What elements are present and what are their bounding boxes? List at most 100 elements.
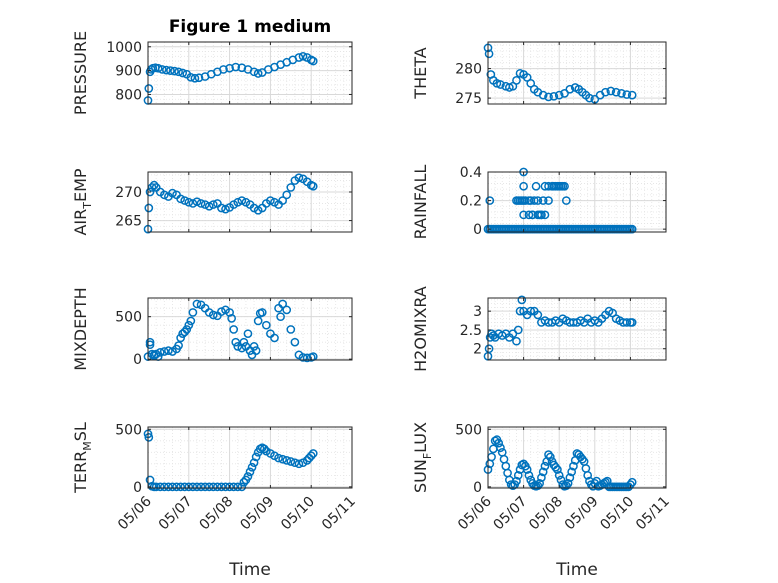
axes-box: [487, 426, 667, 489]
data-point: [554, 470, 564, 480]
data-point: [556, 475, 566, 485]
data-point: [298, 353, 308, 362]
data-point: [554, 90, 564, 100]
data-point: [266, 196, 275, 205]
y-axis-label: TERRMSL: [71, 422, 94, 494]
chart-title: Figure 1 medium: [169, 17, 331, 37]
x-tick-label: 05/10: [278, 494, 318, 534]
data-point: [577, 454, 587, 464]
x-tick-label: 05/08: [526, 494, 566, 534]
data-point: [159, 347, 169, 356]
data-point: [611, 87, 621, 97]
data-point: [627, 318, 637, 327]
y-tick-label: 900: [115, 64, 142, 80]
subplot-rainfall: 0 0.2 0.4 RAINFALL: [411, 165, 667, 239]
data-point: [529, 196, 539, 205]
data-point: [249, 342, 259, 351]
y-tick-label: 500: [455, 422, 482, 438]
data-point: [208, 200, 218, 209]
data-point: [159, 482, 169, 492]
y-axis-label: H2OMIXRA: [411, 286, 430, 372]
data-point: [537, 473, 546, 482]
data-point: [151, 482, 161, 492]
data-point: [231, 62, 241, 72]
data-point: [522, 465, 532, 474]
data-point: [278, 454, 287, 464]
data-point: [282, 305, 292, 315]
tick-marks: [487, 171, 667, 232]
y-axis-label: THETA: [411, 47, 430, 99]
data-point: [512, 336, 521, 346]
y-tick-label: 0: [473, 222, 482, 238]
data-point: [225, 482, 234, 492]
data-point: [204, 482, 214, 492]
data-point: [561, 481, 571, 491]
data-point: [164, 346, 173, 356]
tick-marks: [147, 427, 353, 488]
data-point: [494, 438, 504, 448]
data-point: [515, 306, 525, 316]
data-point: [627, 90, 637, 100]
data-point: [282, 190, 292, 200]
data-point: [192, 197, 202, 207]
series-markers: [143, 429, 318, 492]
data-point: [569, 461, 578, 471]
data-point: [155, 482, 165, 492]
tick-marks: [487, 42, 667, 104]
data-point: [538, 90, 548, 100]
data-point: [225, 63, 234, 73]
plot-area: [488, 42, 666, 104]
series-markers: [483, 167, 637, 234]
data-point: [196, 199, 206, 208]
data-point: [627, 224, 637, 234]
y-axis-label: MIXDEPTH: [71, 287, 90, 370]
data-point: [243, 329, 253, 339]
series-markers: [483, 435, 637, 492]
data-point: [531, 181, 541, 191]
data-point: [239, 337, 249, 347]
x-tick-label: 05/09: [237, 494, 277, 534]
axes-box: [147, 297, 353, 361]
data-point: [184, 197, 194, 207]
data-point: [538, 467, 548, 477]
data-point: [308, 56, 318, 66]
data-point: [172, 482, 181, 492]
series-markers: [143, 51, 318, 105]
data-point: [496, 443, 505, 453]
data-point: [176, 482, 185, 492]
data-point: [544, 450, 553, 459]
data-point: [294, 173, 304, 183]
data-point: [243, 472, 253, 481]
subplot-theta: 275 280 THETA: [411, 41, 667, 107]
data-point: [186, 316, 196, 326]
data-point: [253, 69, 263, 78]
y-axis-label: PRESSURE: [71, 31, 90, 115]
data-point: [294, 53, 304, 62]
x-tick-label: 05/06: [115, 493, 155, 533]
data-point: [184, 320, 194, 330]
axes-box: [147, 426, 353, 489]
data-point: [290, 458, 300, 468]
data-point: [617, 89, 626, 98]
data-point: [145, 187, 155, 197]
y-tick-label: 500: [115, 422, 142, 438]
subplot-terr-msl: 0 500 05/06 05/07 05/08 05/09 05/10 05/11 TERRMS…: [71, 422, 359, 580]
data-point: [306, 451, 316, 461]
data-point: [627, 477, 637, 487]
data-point: [149, 351, 159, 361]
tick-marks: [147, 42, 353, 104]
data-point: [545, 452, 555, 462]
data-point: [174, 67, 183, 77]
x-tick-label: 05/07: [156, 494, 196, 534]
x-tick-label: 05/09: [562, 494, 602, 534]
data-point: [251, 452, 261, 462]
data-point: [166, 66, 175, 75]
data-point: [253, 316, 263, 326]
y-axis-label: SUNFLUX: [411, 422, 434, 493]
data-point: [204, 201, 214, 211]
data-point: [200, 482, 210, 492]
data-point: [583, 470, 593, 480]
data-point: [517, 295, 527, 305]
data-point: [563, 479, 573, 488]
